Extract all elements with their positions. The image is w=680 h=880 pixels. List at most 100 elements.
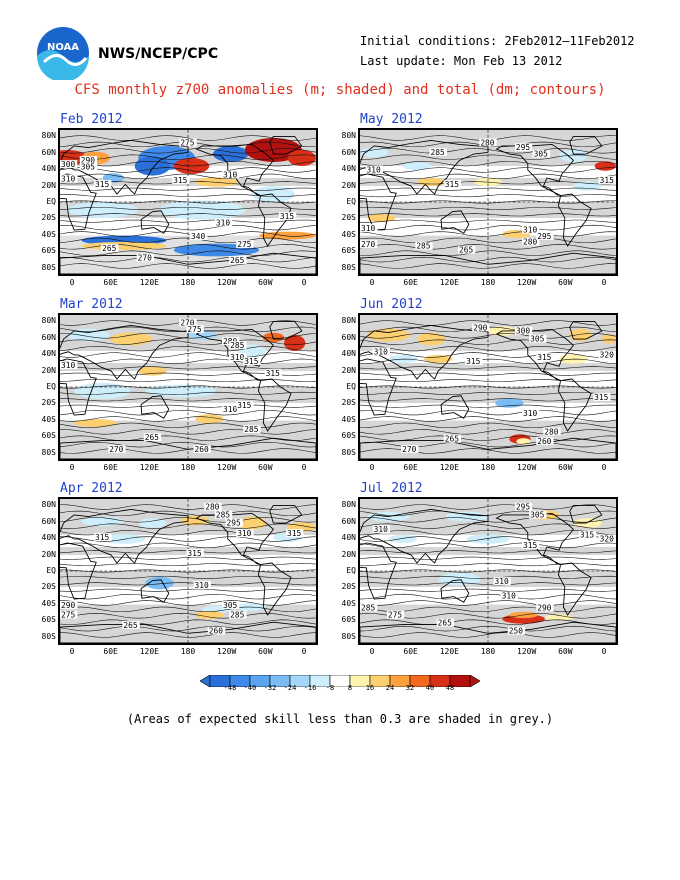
latitude-label: 60S — [41, 246, 56, 256]
svg-text:310: 310 — [502, 591, 517, 600]
svg-text:270: 270 — [138, 254, 153, 263]
colorbar-label: -40 — [243, 684, 257, 692]
map-panel: 290 300 305 310 315 320 315 310 315 265 270 280 260 — [358, 313, 618, 461]
latitude-label: 60N — [41, 147, 56, 157]
coastline — [60, 437, 316, 459]
svg-text:310: 310 — [61, 361, 76, 370]
longitude-label: 120W — [517, 647, 537, 656]
latitude-label: EQ — [346, 566, 356, 575]
svg-text:280: 280 — [480, 138, 495, 147]
contour-line — [360, 352, 616, 358]
contour-line — [60, 404, 316, 408]
contour-label: 305 — [529, 335, 547, 344]
svg-text:310: 310 — [367, 166, 382, 175]
longitude-label: 120E — [439, 463, 459, 472]
longitude-label: 0 — [601, 278, 607, 287]
contour-label: 310 — [372, 525, 390, 534]
latitude-label: 40S — [41, 414, 56, 424]
latitude-label: 80S — [341, 447, 356, 457]
svg-text:315: 315 — [95, 180, 110, 189]
latitude-label: 60S — [341, 246, 356, 256]
contour-label: 270 — [108, 445, 126, 454]
svg-text:315: 315 — [244, 357, 259, 366]
svg-text:315: 315 — [445, 180, 460, 189]
contour-line — [60, 250, 316, 256]
anomaly-shading — [402, 162, 432, 170]
contour-label: 310 — [214, 218, 233, 227]
latitude-label: 60N — [341, 332, 356, 342]
latitude-label: 60N — [41, 516, 56, 526]
contour-line — [60, 154, 316, 160]
contour-line — [360, 181, 616, 185]
svg-text:315: 315 — [600, 176, 615, 185]
map-panel: 280 285 295 305 310 315 310 315 310 270 285 280 295 2… — [358, 128, 618, 276]
svg-text:290: 290 — [473, 323, 488, 332]
svg-text:310: 310 — [195, 581, 210, 590]
latitude-label: 80N — [341, 316, 356, 326]
colorbar: -48 -40 -32 -24 -16 -8 8 16 24 32 40 48 — [199, 672, 481, 696]
contour-label: 280 — [543, 427, 561, 436]
contour-label: 315 — [578, 531, 597, 540]
svg-text:340: 340 — [191, 232, 206, 241]
contour-label: 340 — [190, 232, 208, 241]
colorbar-label: 8 — [347, 684, 353, 692]
svg-text:265: 265 — [230, 256, 245, 265]
anomaly-shading — [74, 419, 117, 427]
coastline — [440, 210, 470, 234]
latitude-label: 20N — [341, 365, 356, 375]
contour-label: 275 — [386, 611, 405, 620]
contour-label: 270 — [179, 319, 197, 328]
contour-label: 265 — [122, 621, 140, 630]
coastline — [360, 324, 489, 380]
contour-label: 265 — [443, 435, 462, 444]
anomaly-shading — [445, 511, 488, 522]
contour-label: 315 — [278, 212, 297, 221]
latitude-label: 40N — [41, 164, 56, 174]
colorbar-label: 48 — [445, 684, 455, 692]
low-skill-region — [360, 363, 616, 371]
svg-text:265: 265 — [102, 244, 117, 253]
anomaly-shading — [284, 335, 306, 351]
svg-text:315: 315 — [95, 533, 110, 542]
contour-label: 250 — [507, 627, 526, 636]
contour-line — [360, 173, 616, 180]
svg-text:315: 315 — [580, 531, 595, 540]
svg-text:315: 315 — [466, 357, 481, 366]
map-panel: 275 290 305 300 310 315 315 310 315 310 340 275 265 2… — [58, 128, 318, 276]
latitude-label: 40S — [341, 598, 356, 608]
coastline — [569, 504, 603, 524]
contour-line — [360, 187, 616, 191]
svg-text:285: 285 — [230, 611, 245, 620]
contour-line — [360, 385, 616, 389]
contour-label: 310 — [222, 170, 240, 179]
colorbar-arrow-left — [199, 674, 211, 688]
longitude-label: 60W — [558, 463, 573, 472]
contour-label: 295 — [514, 143, 533, 152]
contour-line — [60, 206, 316, 210]
contour-line — [60, 556, 316, 560]
svg-text:310: 310 — [523, 409, 538, 418]
coastline — [360, 542, 397, 600]
latitude-label: 60S — [41, 431, 56, 441]
map-panel: 295 305 310 315 320 315 310 310 290 265 275 285 250 — [358, 497, 618, 645]
svg-text:315: 315 — [523, 541, 538, 550]
svg-text:265: 265 — [459, 246, 474, 255]
contour-label: 285 — [229, 341, 247, 350]
longitude-label: 0 — [369, 278, 375, 287]
coastline — [360, 252, 616, 274]
contour-label: 305 — [532, 150, 550, 159]
svg-text:310: 310 — [374, 347, 389, 356]
contour-label: 265 — [229, 256, 247, 265]
latitude-label: 80S — [41, 447, 56, 457]
coastline — [195, 512, 274, 566]
svg-text:275: 275 — [61, 611, 76, 620]
longitude-label: 120W — [217, 463, 237, 472]
agency-name: NWS/NCEP/CPC — [98, 46, 219, 62]
contour-line — [360, 429, 616, 435]
contour-label: 295 — [514, 503, 533, 512]
colorbar-arrow-right — [469, 674, 481, 688]
contour-label: 315 — [186, 549, 204, 558]
coastline — [60, 252, 316, 274]
